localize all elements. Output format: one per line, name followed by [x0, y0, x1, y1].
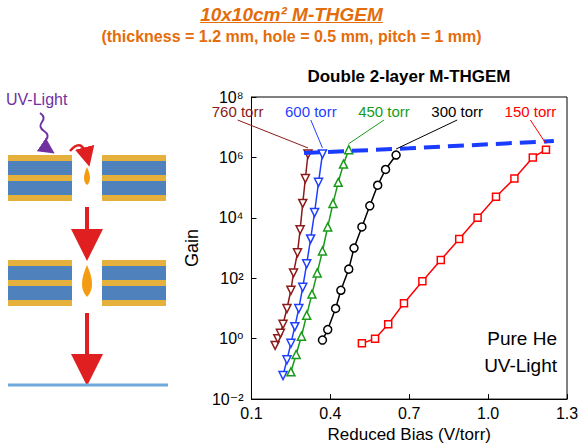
svg-text:0.1: 0.1 — [240, 405, 262, 422]
svg-text:450 torr: 450 torr — [358, 103, 410, 120]
svg-text:0.7: 0.7 — [398, 405, 420, 422]
svg-text:10⁻²: 10⁻² — [212, 391, 244, 408]
svg-text:300 torr: 300 torr — [431, 103, 483, 120]
svg-text:10⁰: 10⁰ — [219, 330, 243, 347]
svg-text:UV-Light: UV-Light — [484, 355, 558, 376]
svg-text:600 torr: 600 torr — [285, 103, 337, 120]
svg-text:UV-Light: UV-Light — [6, 91, 68, 108]
svg-text:10⁸: 10⁸ — [218, 88, 244, 106]
svg-text:Gain: Gain — [182, 229, 202, 267]
svg-text:1.0: 1.0 — [477, 405, 499, 422]
html-text:(thickness = 1.2 mm, hole = 0.: (thickness = 1.2 mm, hole = 0.5 mm, pitc… — [101, 28, 482, 45]
svg-text:150 torr: 150 torr — [505, 103, 557, 120]
svg-text:760 torr: 760 torr — [212, 103, 264, 120]
svg-text:1.3: 1.3 — [556, 405, 578, 422]
svg-text:10⁴: 10⁴ — [219, 209, 244, 226]
svg-text:Pure He: Pure He — [487, 328, 557, 349]
svg-text:Reduced Bias (V/torr): Reduced Bias (V/torr) — [328, 425, 491, 444]
svg-text:Double 2-layer M-THGEM: Double 2-layer M-THGEM — [307, 67, 510, 86]
svg-text:10⁶: 10⁶ — [219, 149, 243, 166]
svg-text:10²: 10² — [220, 270, 244, 287]
html-text:10x10cm² M-THGEM: 10x10cm² M-THGEM — [200, 4, 383, 25]
svg-text:0.4: 0.4 — [319, 405, 341, 422]
